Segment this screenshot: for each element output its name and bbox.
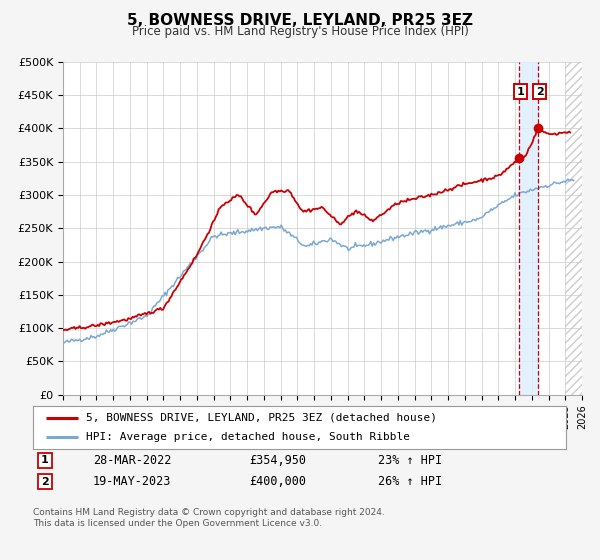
Text: 26% ↑ HPI: 26% ↑ HPI: [378, 475, 442, 488]
Bar: [519, 62, 538, 395]
Text: 2: 2: [536, 87, 544, 96]
Text: 1: 1: [517, 87, 524, 96]
Text: 2: 2: [41, 477, 49, 487]
Text: Contains HM Land Registry data © Crown copyright and database right 2024.: Contains HM Land Registry data © Crown c…: [33, 508, 385, 517]
Text: 19-MAY-2023: 19-MAY-2023: [93, 475, 172, 488]
Text: 5, BOWNESS DRIVE, LEYLAND, PR25 3EZ: 5, BOWNESS DRIVE, LEYLAND, PR25 3EZ: [127, 13, 473, 29]
Text: Price paid vs. HM Land Registry's House Price Index (HPI): Price paid vs. HM Land Registry's House …: [131, 25, 469, 38]
Text: HPI: Average price, detached house, South Ribble: HPI: Average price, detached house, Sout…: [86, 432, 410, 442]
Text: 23% ↑ HPI: 23% ↑ HPI: [378, 454, 442, 467]
Text: 5, BOWNESS DRIVE, LEYLAND, PR25 3EZ (detached house): 5, BOWNESS DRIVE, LEYLAND, PR25 3EZ (det…: [86, 413, 437, 423]
Text: £400,000: £400,000: [249, 475, 306, 488]
Text: £354,950: £354,950: [249, 454, 306, 467]
Text: This data is licensed under the Open Government Licence v3.0.: This data is licensed under the Open Gov…: [33, 519, 322, 528]
Text: 1: 1: [41, 455, 49, 465]
Text: 28-MAR-2022: 28-MAR-2022: [93, 454, 172, 467]
Bar: [565, 62, 590, 395]
